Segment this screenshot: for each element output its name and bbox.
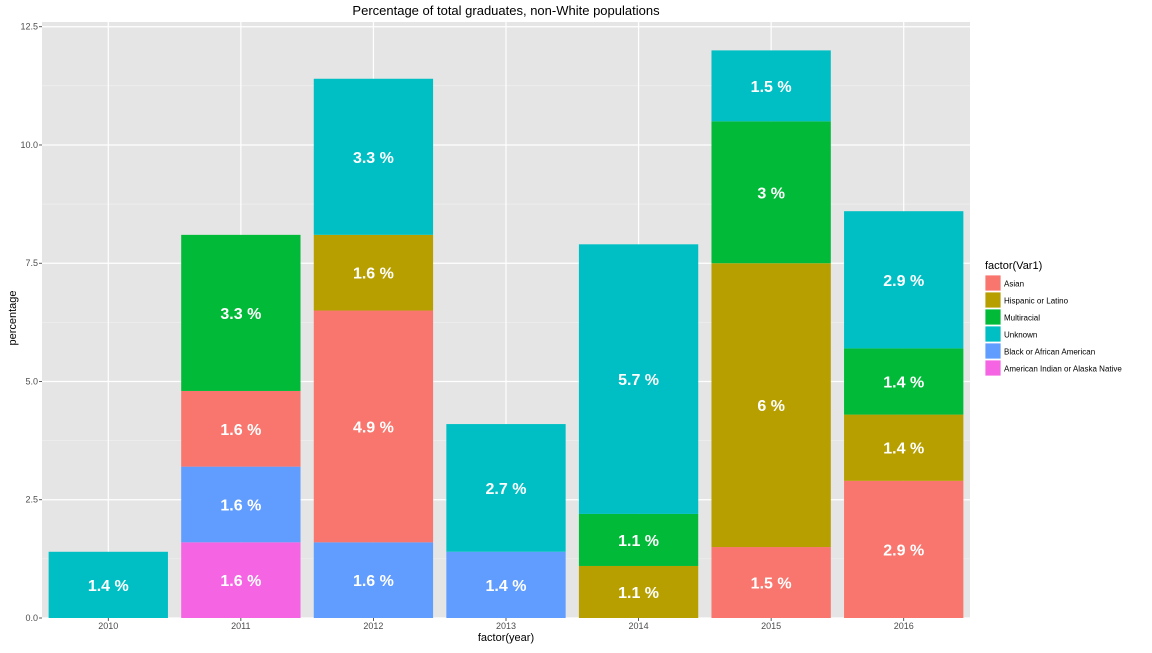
legend-label: Unknown: [1004, 331, 1037, 340]
legend-key: [984, 325, 1002, 343]
data-label-2012-hispanic-or-latino: 1.6 %: [353, 266, 394, 283]
x-tick-label: 2016: [894, 621, 914, 631]
data-label-2011-american-indian-or-alaska-native: 1.6 %: [220, 573, 261, 590]
y-tick-label: 10.0: [20, 140, 38, 150]
bar-segment-2015-hispanic-or-latino: [711, 263, 831, 548]
legend-label: Multiracial: [1004, 314, 1040, 323]
data-label-2016-unknown: 2.9 %: [883, 273, 924, 290]
legend: factor(Var1) Asian Hispanic or Latino Mult…: [984, 260, 1122, 377]
data-label-2012-asian: 4.9 %: [353, 419, 394, 436]
data-label-2011-multiracial: 3.3 %: [220, 306, 261, 323]
bar-segment-2016-asian: [844, 480, 964, 618]
bar-segment-2011-american-indian-or-alaska-native: [181, 542, 301, 618]
x-tick-label: 2015: [761, 621, 781, 631]
chart-title: Percentage of total graduates, non-White…: [352, 3, 660, 18]
bar-segment-2014-hispanic-or-latino: [578, 565, 699, 618]
x-tick-label: 2011: [231, 621, 250, 631]
y-tick-label: 2.5: [25, 495, 38, 505]
legend-key: [984, 274, 1002, 292]
data-label-2012-black-or-african-american: 1.6 %: [353, 573, 394, 590]
x-tick-label: 2012: [363, 621, 383, 631]
x-tick-label: 2013: [496, 621, 516, 631]
data-label-2016-hispanic-or-latino: 1.4 %: [883, 441, 924, 458]
bar-segment-2015-unknown: [711, 50, 831, 122]
legend-key: [984, 342, 1002, 360]
bar-segment-2011-black-or-african-american: [181, 466, 301, 543]
bar-segment-2014-unknown: [578, 244, 699, 514]
data-label-2011-asian: 1.6 %: [220, 422, 261, 439]
legend-title: factor(Var1): [985, 260, 1042, 272]
data-label-2010-unknown: 1.4 %: [88, 578, 129, 595]
legend-key: [984, 291, 1002, 309]
legend-label: Black or African American: [1004, 348, 1095, 357]
legend-key: [984, 308, 1002, 326]
bar-segment-2012-hispanic-or-latino: [313, 234, 434, 311]
bar-segment-2011-multiracial: [181, 234, 301, 391]
bar-segment-2012-black-or-african-american: [313, 542, 434, 618]
y-axis-title: percentage: [7, 290, 19, 345]
bar-segment-2012-unknown: [313, 78, 434, 235]
data-label-2016-multiracial: 1.4 %: [883, 374, 924, 391]
legend-label: Asian: [1004, 280, 1024, 289]
bar-segment-2011-asian: [181, 390, 301, 467]
bar-segment-2014-multiracial: [578, 513, 699, 566]
data-label-2014-unknown: 5.7 %: [618, 372, 659, 389]
y-tick-label: 7.5: [25, 258, 38, 268]
data-label-2013-unknown: 2.7 %: [486, 481, 527, 498]
bar-segment-2016-multiracial: [844, 348, 964, 415]
axes: 0.0 2.5 5.0 7.5 10.0 12.5 2010 2011 2012 2013 2014…: [20, 22, 913, 631]
data-label-2013-black-or-african-american: 1.4 %: [486, 578, 527, 595]
data-label-2015-unknown: 1.5 %: [751, 79, 792, 96]
data-label-2014-hispanic-or-latino: 1.1 %: [618, 585, 659, 602]
x-tick-label: 2014: [629, 621, 649, 631]
legend-label: American Indian or Alaska Native: [1004, 365, 1122, 374]
legend-label: Hispanic or Latino: [1004, 297, 1069, 306]
data-label-2015-multiracial: 3 %: [757, 185, 785, 202]
bars: [48, 50, 964, 618]
x-axis-title: factor(year): [478, 632, 534, 644]
data-label-2012-unknown: 3.3 %: [353, 150, 394, 167]
legend-key: [984, 359, 1002, 377]
data-label-2015-hispanic-or-latino: 6 %: [757, 398, 785, 415]
y-tick-label: 5.0: [25, 376, 38, 386]
bar-segment-2015-asian: [711, 547, 831, 618]
bar-segment-2015-multiracial: [711, 121, 831, 264]
bar-segment-2013-unknown: [446, 424, 566, 552]
bar-segment-2012-asian: [313, 310, 434, 543]
x-tick-label: 2010: [98, 621, 118, 631]
bar-segment-2016-hispanic-or-latino: [844, 414, 964, 481]
data-label-2016-asian: 2.9 %: [883, 542, 924, 559]
data-label-2011-black-or-african-american: 1.6 %: [220, 497, 261, 514]
y-tick-label: 0.0: [25, 613, 38, 623]
bar-segment-2010-unknown: [48, 551, 168, 618]
data-label-2015-asian: 1.5 %: [751, 576, 792, 593]
data-label-2014-multiracial: 1.1 %: [618, 533, 659, 550]
y-tick-label: 12.5: [20, 22, 38, 32]
bar-segment-2013-black-or-african-american: [446, 551, 566, 618]
bar-segment-2016-unknown: [844, 211, 964, 349]
bar-labels: 1.4 % 1.6 % 1.6 % 1.6 % 3.3 % 1.6 % 4.9 % 1.6 %…: [88, 79, 924, 602]
